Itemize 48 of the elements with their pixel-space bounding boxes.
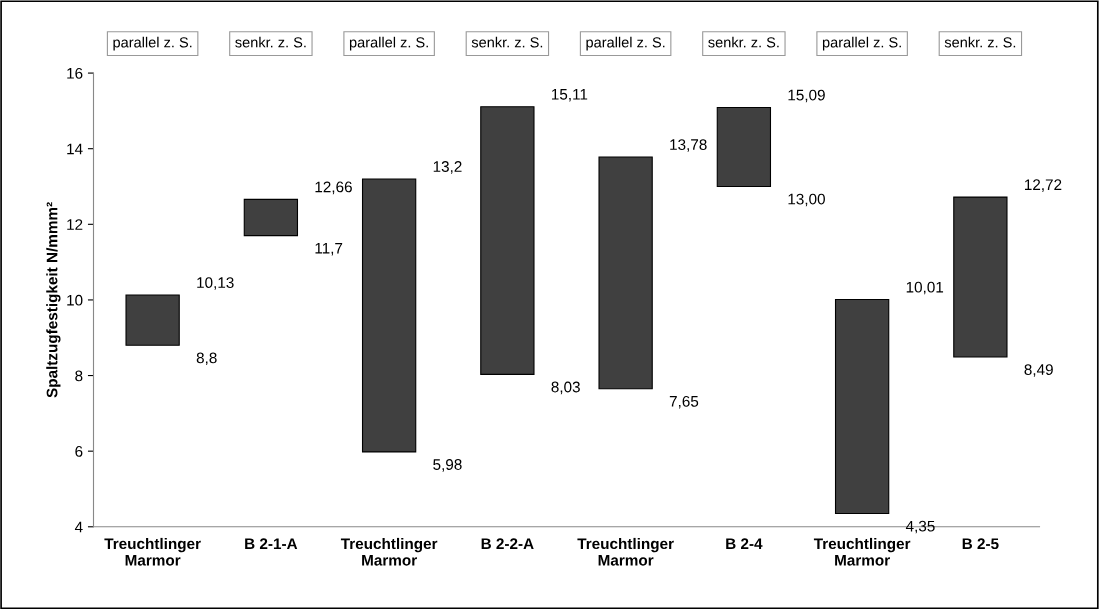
text: senkr. z. S. bbox=[471, 36, 543, 48]
y-tick-label: 10 bbox=[67, 294, 83, 306]
x-tick-label: B 2-4 bbox=[726, 538, 763, 549]
x-tick-label: Treuchtlinger Marmor bbox=[813, 537, 911, 566]
text: parallel z. S. bbox=[113, 36, 192, 51]
annotation: 8,8 bbox=[196, 352, 217, 366]
annotation: 12,72 bbox=[1024, 179, 1062, 192]
text: senkr. z. S. bbox=[944, 36, 1016, 48]
bar bbox=[953, 196, 1008, 358]
annotation: 11,7 bbox=[315, 242, 343, 256]
annotation: 10,13 bbox=[197, 277, 234, 290]
annotation: 8,03 bbox=[551, 381, 580, 395]
x-tick-label: Treuchtlinger Marmor bbox=[104, 537, 201, 566]
bar bbox=[598, 156, 653, 390]
bar bbox=[480, 106, 535, 375]
annotation: 13,78 bbox=[670, 139, 707, 152]
annotation: 12,66 bbox=[315, 181, 352, 195]
annotation: 13,00 bbox=[788, 193, 825, 207]
annotation: 7,65 bbox=[669, 395, 699, 409]
y-axis-title: Spaltzugfestigkeit N/mmm² bbox=[46, 202, 61, 398]
bar bbox=[716, 106, 772, 188]
text: parallel z. S. bbox=[822, 36, 901, 51]
text: parallel z. S. bbox=[586, 36, 665, 51]
x-tick-label: Treuchtlinger Marmor bbox=[340, 537, 438, 566]
x-tick-label: B 2-1-A bbox=[245, 538, 298, 549]
y-tick-label: 6 bbox=[75, 446, 83, 457]
annotation: 4,35 bbox=[905, 520, 935, 534]
bar bbox=[361, 178, 417, 453]
text: senkr. z. S. bbox=[708, 36, 779, 48]
y-tick-label: 14 bbox=[67, 143, 83, 155]
annotation: 15,09 bbox=[788, 89, 825, 103]
annotation: 5,98 bbox=[433, 459, 462, 472]
y-tick-label: 8 bbox=[75, 370, 83, 382]
y-tick-label: 4 bbox=[74, 521, 83, 533]
annotation: 15,11 bbox=[551, 89, 588, 102]
text: parallel z. S. bbox=[349, 36, 428, 51]
bar bbox=[834, 298, 890, 515]
y-tick-label: 12 bbox=[67, 219, 83, 230]
annotation: 10,01 bbox=[906, 281, 944, 295]
annotation: 13,2 bbox=[433, 161, 462, 174]
x-tick-label: B 2-2-A bbox=[481, 538, 534, 549]
bar bbox=[125, 294, 180, 346]
x-tick-label: Treuchtlinger Marmor bbox=[577, 537, 674, 566]
annotation: 8,49 bbox=[1024, 364, 1053, 377]
text: senkr. z. S. bbox=[235, 36, 306, 48]
y-tick-label: 16 bbox=[67, 67, 83, 79]
x-tick-label: B 2-5 bbox=[962, 538, 999, 550]
bar bbox=[243, 198, 299, 237]
